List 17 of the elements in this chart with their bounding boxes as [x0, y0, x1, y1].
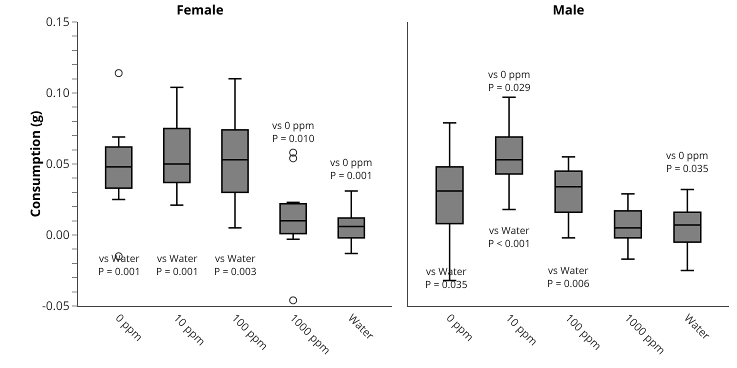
y-tick-label: 0.05 — [46, 155, 70, 172]
annotation: vs Water P = 0.001 — [156, 251, 198, 278]
annotation: vs 0 ppm P = 0.029 — [488, 67, 531, 94]
y-tick-label: 0.00 — [46, 226, 70, 244]
y-axis-title: Consumption (g) — [26, 110, 44, 218]
annotation: vs Water P = 0.003 — [214, 251, 257, 278]
annotation: vs 0 ppm P = 0.010 — [272, 118, 315, 145]
y-tick-label: 0.10 — [46, 84, 70, 102]
annotation: vs 0 ppm P = 0.035 — [666, 148, 709, 175]
chart-title: Male — [552, 0, 585, 19]
annotation: vs Water P = 0.006 — [547, 263, 590, 290]
chart-title: Female — [176, 0, 224, 19]
annotation: vs Water P < 0.001 — [488, 223, 530, 250]
annotation: vs Water P = 0.001 — [98, 251, 140, 278]
y-tick-label: -0.05 — [42, 297, 70, 314]
annotation: vs 0 ppm P = 0.001 — [330, 155, 372, 182]
y-tick-label: 0.15 — [46, 13, 70, 30]
